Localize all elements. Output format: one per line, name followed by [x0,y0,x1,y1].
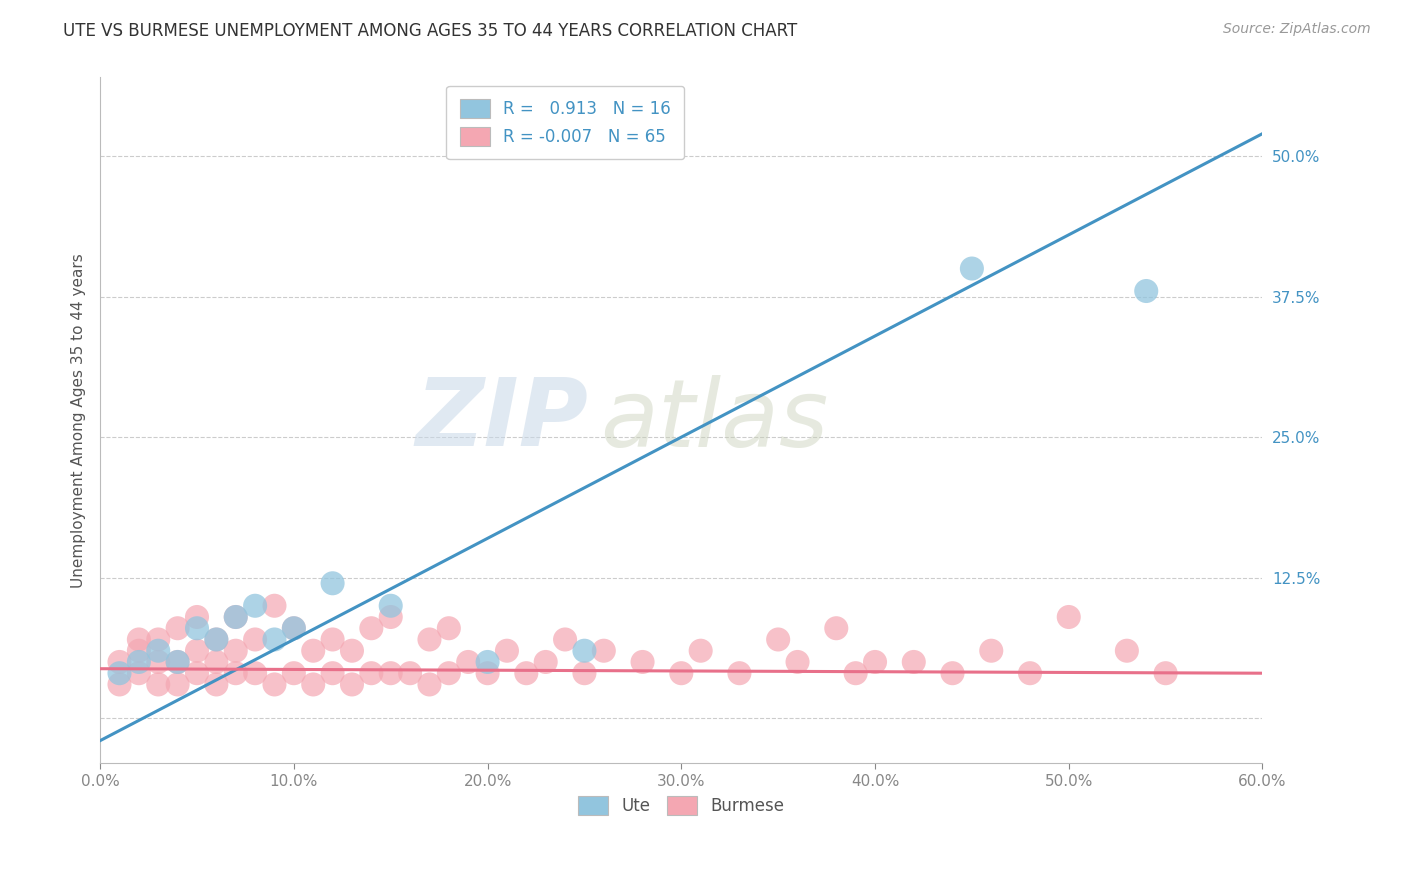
Point [283,621,305,635]
Point [399,666,422,681]
Point [128,655,150,669]
Point [322,666,344,681]
Point [148,677,170,691]
Point [166,655,188,669]
Point [1057,610,1080,624]
Y-axis label: Unemployment Among Ages 35 to 44 years: Unemployment Among Ages 35 to 44 years [72,253,86,588]
Point [148,655,170,669]
Point [243,666,266,681]
Point [728,666,751,681]
Point [903,655,925,669]
Point [225,644,247,658]
Point [380,599,402,613]
Point [477,666,499,681]
Point [380,610,402,624]
Point [380,666,402,681]
Point [457,655,479,669]
Point [340,644,363,658]
Point [437,666,460,681]
Point [148,644,170,658]
Point [205,655,228,669]
Point [322,632,344,647]
Point [1154,666,1177,681]
Point [108,677,131,691]
Point [574,644,596,658]
Text: UTE VS BURMESE UNEMPLOYMENT AMONG AGES 35 TO 44 YEARS CORRELATION CHART: UTE VS BURMESE UNEMPLOYMENT AMONG AGES 3… [63,22,797,40]
Point [302,644,325,658]
Point [534,655,557,669]
Point [360,666,382,681]
Point [960,261,983,276]
Point [360,621,382,635]
Point [766,632,789,647]
Point [574,666,596,681]
Point [825,621,848,635]
Point [554,632,576,647]
Point [980,644,1002,658]
Point [1115,644,1137,658]
Point [108,655,131,669]
Point [263,677,285,691]
Point [1135,284,1157,298]
Point [418,677,440,691]
Text: atlas: atlas [600,375,828,466]
Point [863,655,886,669]
Point [418,632,440,647]
Point [205,677,228,691]
Point [340,677,363,691]
Point [322,576,344,591]
Point [283,666,305,681]
Point [186,621,208,635]
Point [186,666,208,681]
Point [148,632,170,647]
Point [243,632,266,647]
Point [128,644,150,658]
Point [186,610,208,624]
Point [128,632,150,647]
Point [631,655,654,669]
Point [689,644,711,658]
Point [108,666,131,681]
Point [302,677,325,691]
Point [671,666,693,681]
Point [263,599,285,613]
Point [243,599,266,613]
Point [205,632,228,647]
Point [225,666,247,681]
Point [845,666,868,681]
Text: Source: ZipAtlas.com: Source: ZipAtlas.com [1223,22,1371,37]
Point [186,644,208,658]
Legend: Ute, Burmese: Ute, Burmese [569,788,793,823]
Point [128,666,150,681]
Point [941,666,963,681]
Text: ZIP: ZIP [415,375,588,467]
Point [477,655,499,669]
Point [592,644,614,658]
Point [1019,666,1042,681]
Point [166,677,188,691]
Point [166,655,188,669]
Point [225,610,247,624]
Point [786,655,808,669]
Point [263,632,285,647]
Point [515,666,537,681]
Point [496,644,519,658]
Point [283,621,305,635]
Point [437,621,460,635]
Point [166,621,188,635]
Point [205,632,228,647]
Point [225,610,247,624]
